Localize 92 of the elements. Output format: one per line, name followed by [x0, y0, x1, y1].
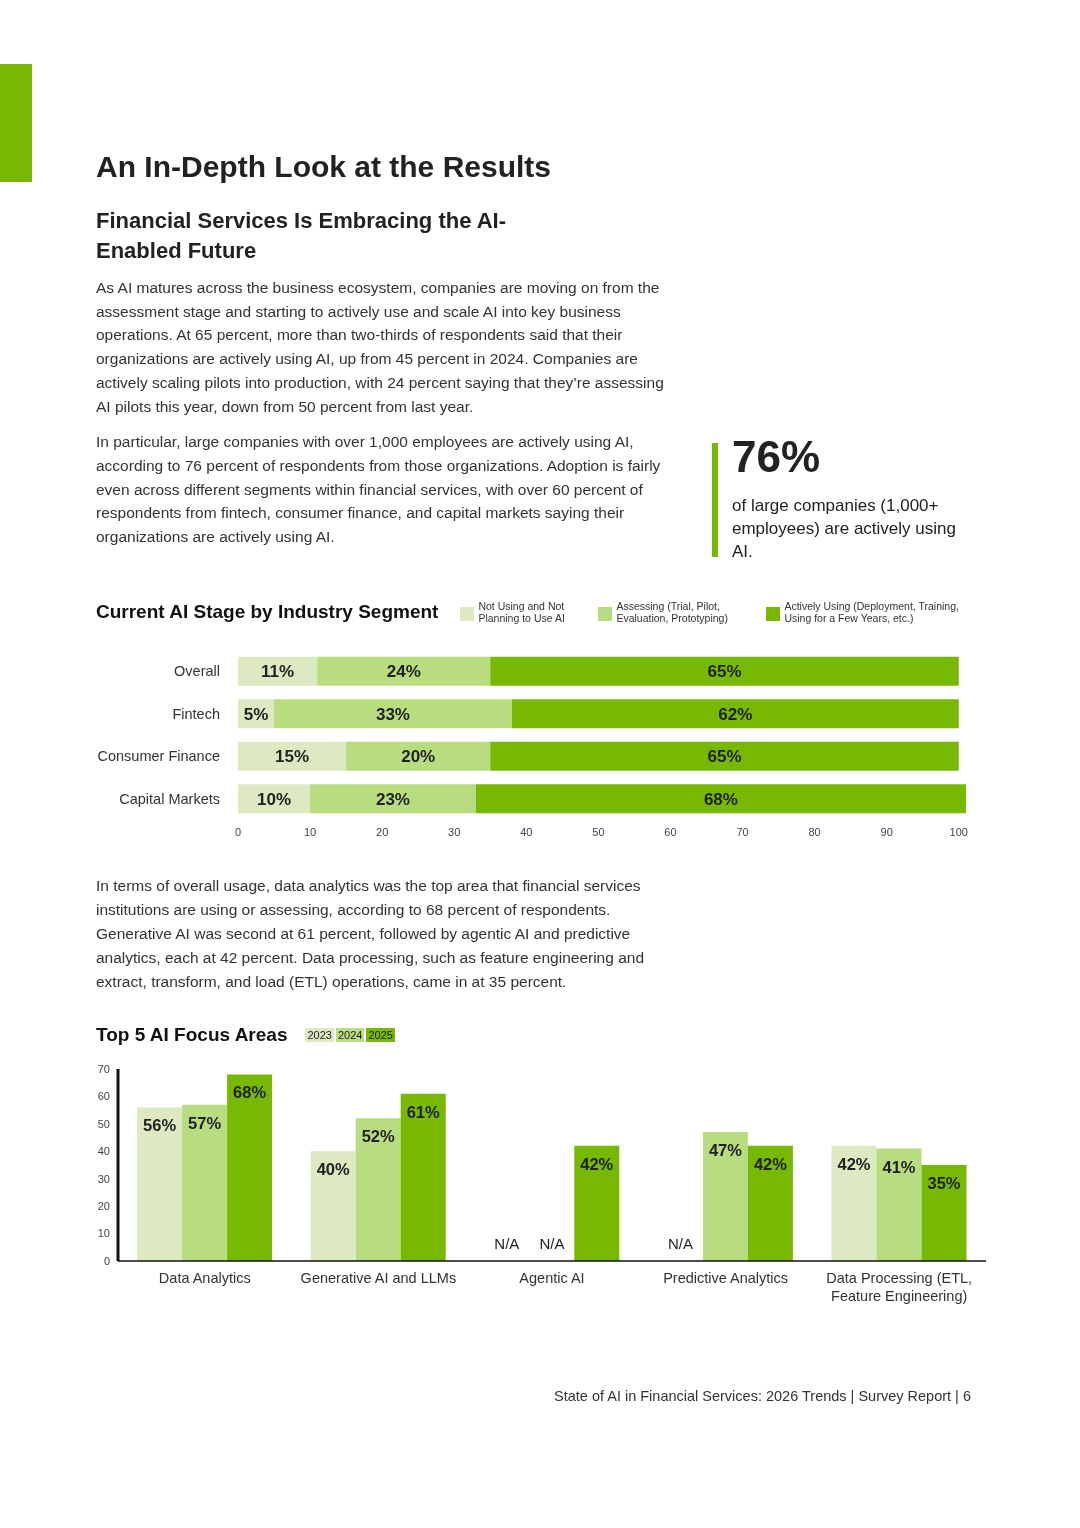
text: Financial Services Is Embracing the AI-Enabled Future — [96, 208, 506, 263]
text: N/A — [667, 1235, 693, 1252]
data-label: 61% — [406, 1102, 441, 1121]
data-label: 24% — [386, 662, 421, 682]
x-tick-label: 90 — [880, 825, 893, 838]
bar — [238, 741, 347, 771]
bar — [355, 1118, 401, 1261]
data-label: 42% — [837, 1154, 871, 1173]
x-tick-label: 40 — [520, 825, 533, 838]
bar — [274, 699, 512, 729]
data-label: 56% — [143, 1116, 177, 1135]
text: N/A — [494, 1235, 520, 1252]
y-tick-label: 50 — [97, 1117, 110, 1130]
data-label: 68% — [703, 789, 738, 809]
y-tick-label: 60 — [97, 1090, 110, 1103]
x-tick-label: 60 — [664, 825, 677, 838]
text: N/A — [539, 1235, 565, 1252]
data-label: 10% — [257, 789, 292, 809]
bar — [747, 1145, 793, 1261]
y-tick-label: 20 — [97, 1200, 110, 1213]
bar — [511, 699, 959, 729]
y-tick-label: 10 — [97, 1227, 110, 1240]
data-label: 5% — [243, 704, 269, 724]
text: As AI matures across the business ecosystem, companies are moving on from the assessment stage and starting to actively use and scale AI into key business operations. At 65 percent, more than two-thirds of respondents said that their organizations are actively using AI, up from 45 percent in 2024. Companies are actively scaling pilots into production, with 24 percent saying that they’re assessing AI pilots this year, down from 50 percent from last year. — [96, 279, 664, 415]
bar — [831, 1145, 877, 1261]
data-label: 68% — [233, 1083, 267, 1102]
x-tick-label: 80 — [808, 825, 821, 838]
chart-title: Top 5 AI Focus Areas — [96, 1024, 288, 1045]
bar — [346, 741, 491, 771]
bar — [475, 784, 966, 814]
bar — [702, 1132, 748, 1261]
y-tick-label: Consumer Finance — [97, 748, 220, 765]
text: 2023 — [307, 1029, 332, 1041]
data-label: 42% — [753, 1154, 788, 1173]
y-tick-label: Overall — [174, 663, 220, 680]
bar — [310, 784, 476, 814]
bar — [227, 1074, 273, 1261]
text: of large companies (1,000+ employees) are actively using AI. — [732, 496, 956, 561]
data-label: 47% — [708, 1141, 743, 1160]
text: 2024 — [337, 1029, 363, 1041]
data-label: 62% — [718, 704, 753, 724]
bar — [400, 1093, 446, 1261]
y-tick-label: 70 — [97, 1062, 110, 1075]
bar — [490, 656, 959, 686]
y-tick-label: 30 — [97, 1172, 110, 1185]
data-label: 42% — [580, 1154, 614, 1173]
x-tick-label: 100 — [949, 825, 968, 838]
y-tick-label: 0 — [103, 1254, 110, 1267]
y-tick-label: Capital Markets — [119, 790, 220, 807]
bar — [310, 1151, 356, 1261]
x-tick-label: 30 — [448, 825, 461, 838]
x-tick-label: Agentic AI — [519, 1270, 585, 1286]
text: State of AI in Financial Services: 2026 Trends | Survey Report | 6 — [554, 1388, 971, 1404]
bar — [921, 1165, 967, 1261]
x-tick-label: Generative AI and LLMs — [300, 1270, 457, 1286]
legend-label: Assessing (Trial, Pilot, Evaluation, Prototyping) — [616, 599, 728, 624]
x-tick-label: 50 — [592, 825, 605, 838]
text: 2025 — [368, 1029, 393, 1041]
bar — [490, 741, 959, 771]
bar — [317, 656, 491, 686]
x-tick-label: Data Analytics — [158, 1270, 251, 1286]
data-label: 65% — [707, 747, 742, 767]
data-label: 20% — [401, 747, 436, 767]
text: In particular, large companies with over 1,000 employees are actively using AI, according to 76 percent of respondents from those organizations. Adoption is fairly even across different segments within financial services, with over 60 percent of respondents from fintech, consumer finance, and capital markets saying their organizations are actively using AI. — [96, 433, 661, 546]
text: 76% — [732, 432, 821, 481]
bar — [876, 1148, 922, 1261]
legend-label: Not Using and Not Planning to Use AI — [478, 599, 565, 624]
legend-label: Actively Using (Deployment, Training, Using for a Few Years, etc.) — [784, 599, 959, 624]
x-tick-label: 20 — [376, 825, 389, 838]
data-label: 15% — [275, 747, 310, 767]
y-tick-label: 40 — [97, 1145, 110, 1158]
data-label: 41% — [882, 1157, 916, 1176]
x-tick-label: Predictive Analytics — [663, 1270, 789, 1286]
text: In terms of overall usage, data analytics was the top area that financial services institutions are using or assessing, according to 68 percent of respondents. Generative AI was second at 61 percent, followed by agentic AI and predictive analytics, each at 42 percent. Data processing, such as feature engineering and extract, transform, and load (ETL) operations, came in at 35 percent. — [96, 877, 645, 990]
data-label: 52% — [361, 1127, 396, 1146]
x-tick-label: 10 — [303, 825, 317, 838]
data-label: 65% — [707, 662, 742, 682]
text: An In-Depth Look at the Results — [96, 150, 552, 183]
x-tick-label: 0 — [234, 825, 242, 838]
bar — [137, 1107, 183, 1261]
data-label: 57% — [188, 1113, 222, 1132]
x-tick-label: 70 — [736, 825, 749, 838]
chart-title: Current AI Stage by Industry Segment — [96, 601, 439, 622]
data-label: 11% — [261, 662, 295, 682]
bar — [574, 1145, 620, 1261]
data-label: 23% — [375, 789, 410, 809]
data-label: 40% — [316, 1160, 351, 1179]
y-tick-label: Fintech — [172, 705, 220, 722]
data-label: 33% — [375, 704, 410, 724]
data-label: 35% — [927, 1174, 961, 1192]
bar — [182, 1104, 228, 1261]
x-tick-label: Data Processing (ETL, Feature Engineering) — [826, 1270, 973, 1304]
